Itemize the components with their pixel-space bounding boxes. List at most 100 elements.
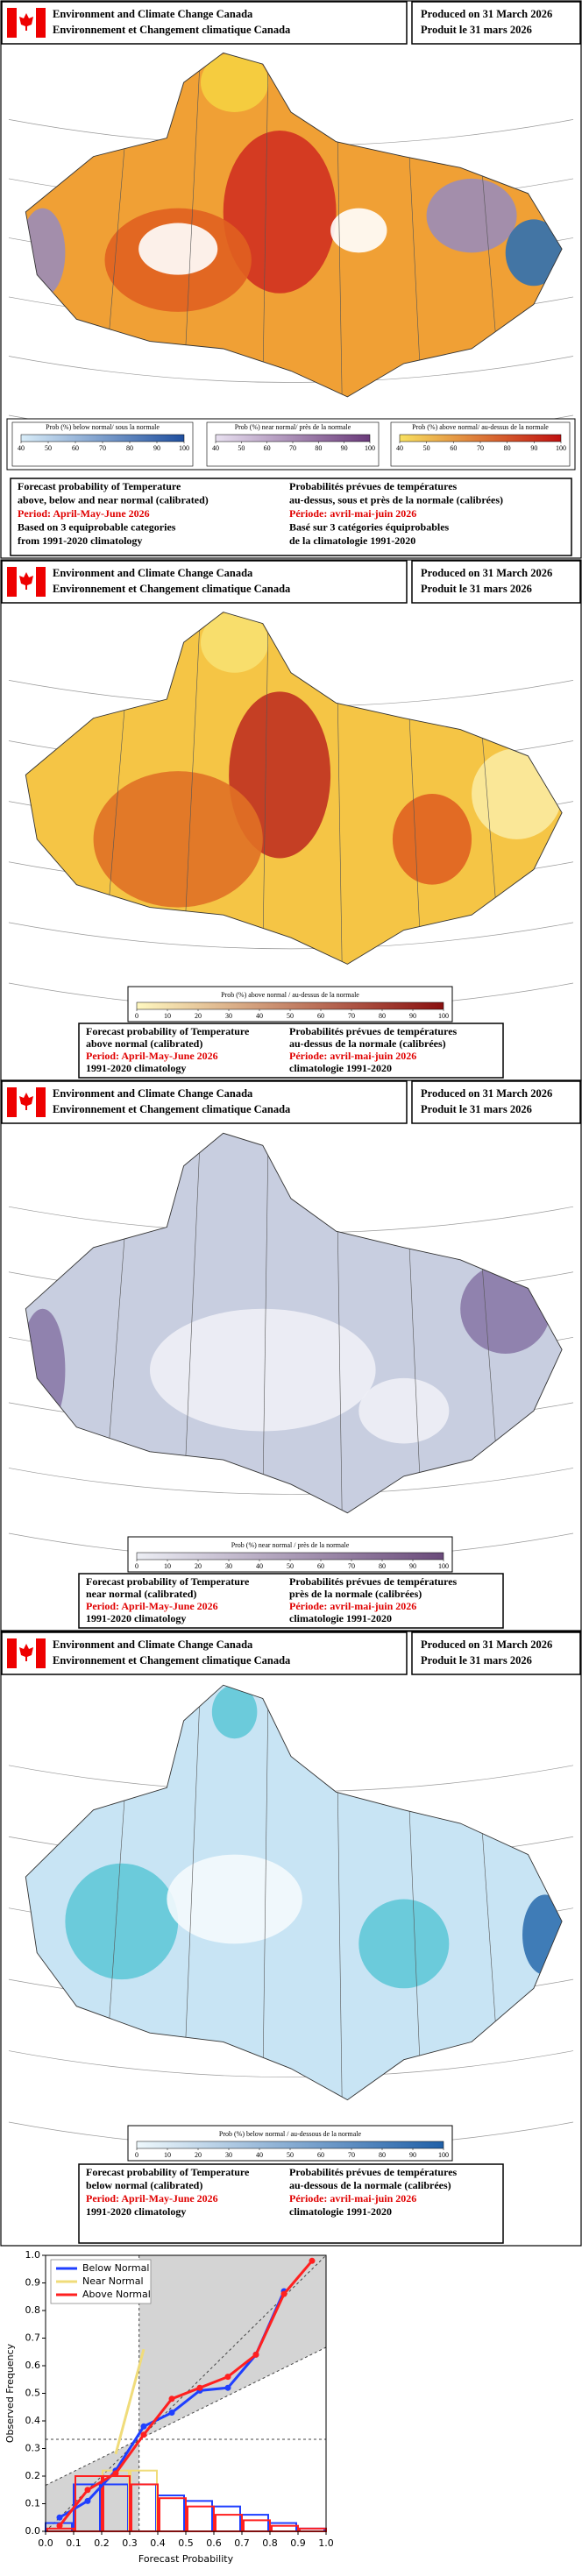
probability-region: [460, 1263, 551, 1354]
probability-region: [138, 223, 218, 275]
probability-region: [25, 208, 66, 297]
header-right-box: [411, 1631, 581, 1675]
y-tick-label: 1.0: [25, 2249, 41, 2261]
colorbar-tick-label: 40: [256, 1012, 263, 1020]
colorbar-tick-label: 90: [409, 1562, 416, 1570]
map: [8, 612, 574, 1010]
colorbar-tick-label: 100: [365, 444, 375, 452]
probability-region: [358, 1899, 450, 1989]
forecast-panel: Environment and Climate Change Canada Env…: [0, 559, 582, 1081]
probability-region: [472, 748, 563, 839]
probability-region: [392, 794, 472, 885]
reliability-point: [56, 2514, 63, 2521]
y-tick-label: 0.9: [25, 2277, 41, 2289]
x-tick-label: 1.0: [318, 2537, 334, 2549]
colorbar-tick-label: 80: [315, 444, 322, 452]
footer-text: au-dessus de la normale (calibrées): [289, 1037, 446, 1050]
produced-fr: Produit le 31 mars 2026: [421, 24, 532, 36]
legend-label: Near Normal: [82, 2275, 144, 2287]
colorbar-tick-label: 20: [195, 2151, 202, 2159]
produced-en: Produced on 31 March 2026: [421, 567, 552, 579]
footer-text: Forecast probability of Temperature: [18, 480, 181, 492]
legend-label: Below Normal: [82, 2262, 149, 2274]
panel-frame: [0, 0, 582, 559]
legend-box: [11, 421, 194, 467]
colorbar-tick-label: 80: [379, 2151, 386, 2159]
probability-region: [167, 1854, 302, 1944]
panel-frame: [0, 1079, 582, 1631]
colorbar-tick-label: 70: [99, 444, 106, 452]
probability-region: [522, 1894, 563, 1976]
legend-title: Prob (%) near normal / près de la normal…: [231, 1541, 350, 1549]
footer-text: au-dessous de la normale (calibrées): [289, 2179, 451, 2191]
forecast-panel: Environment and Climate Change Canada Env…: [0, 1079, 582, 1631]
produced-en: Produced on 31 March 2026: [421, 1087, 552, 1100]
colorbar-tick-label: 40: [256, 1562, 263, 1570]
header-right-box: [411, 1, 581, 45]
y-tick-label: 0.4: [25, 2415, 41, 2426]
coastline: [25, 1684, 563, 2101]
footer-text: 1991-2020 climatology: [86, 2205, 186, 2218]
colorbar-tick-label: 40: [18, 444, 25, 452]
legend-box: [390, 421, 571, 467]
probability-region: [200, 612, 269, 673]
agency-en: Environment and Climate Change Canada: [53, 567, 253, 579]
colorbar-tick-label: 60: [317, 2151, 324, 2159]
colorbar-tick-label: 30: [225, 1012, 232, 1020]
produced-en: Produced on 31 March 2026: [421, 8, 552, 20]
footer-text: Forecast probability of Temperature: [86, 2166, 250, 2178]
footer-text: Période: avril-mai-juin 2026: [289, 507, 416, 520]
footer-text: Basé sur 3 catégories équiprobables: [289, 520, 450, 533]
probability-region: [93, 771, 263, 908]
legend-title: Prob (%) near normal/ près de la normale: [235, 423, 351, 431]
forecast-panel: Environment and Climate Change Canada Env…: [0, 0, 582, 559]
province-boundary: [261, 53, 269, 397]
probability-region: [330, 208, 387, 253]
footer-text: au-dessus, sous et près de la normale (c…: [289, 493, 503, 506]
coastline: [25, 52, 563, 398]
x-tick-label: 0.7: [234, 2537, 250, 2549]
colorbar: [215, 434, 371, 442]
x-tick-label: 0.4: [150, 2537, 166, 2549]
legend-box: [206, 421, 380, 467]
probability-region: [426, 178, 517, 253]
legend-title: Prob (%) above normal/ au-dessus de la n…: [412, 423, 549, 431]
maple-leaf: [19, 13, 33, 31]
colorbar-tick-label: 30: [225, 2151, 232, 2159]
produced-en: Produced on 31 March 2026: [421, 1638, 552, 1651]
footer-text: Probabilités prévues de températures: [289, 480, 458, 492]
probability-region: [211, 1685, 258, 1739]
province-boundary: [261, 1133, 269, 1513]
header-left-box: [1, 1, 408, 45]
x-tick-label: 0.9: [290, 2537, 306, 2549]
footer-box: [78, 2163, 504, 2244]
colorbar-tick-label: 40: [212, 444, 219, 452]
colorbar-tick-label: 70: [477, 444, 484, 452]
footer-text: Period: April-May-June 2026: [18, 507, 150, 520]
legend-title: Prob (%) above normal / au-dessus de la …: [221, 991, 359, 999]
reliability-point: [224, 2384, 231, 2391]
reliability-point: [196, 2384, 203, 2391]
y-tick-label: 0.3: [25, 2443, 41, 2454]
probability-region: [149, 1308, 376, 1432]
colorbar: [20, 434, 185, 442]
footer-text: above normal (calibrated): [86, 1037, 202, 1050]
colorbar-tick-label: 60: [317, 1012, 324, 1020]
agency-en: Environment and Climate Change Canada: [53, 1638, 253, 1651]
flag-bar: [7, 8, 17, 38]
colorbar-tick-label: 80: [379, 1562, 386, 1570]
footer-text: 1991-2020 climatology: [86, 1062, 186, 1074]
y-tick-label: 0.0: [25, 2525, 41, 2537]
map: [8, 52, 574, 442]
x-tick-label: 0.0: [38, 2537, 53, 2549]
graticule: [8, 2050, 574, 2077]
footer-text: de la climatologie 1991-2020: [289, 534, 415, 547]
y-tick-label: 0.1: [25, 2498, 41, 2509]
y-tick-label: 0.8: [25, 2304, 41, 2316]
reliability-point: [280, 2290, 287, 2297]
footer-text: Période: avril-mai-juin 2026: [289, 2192, 416, 2204]
colorbar-tick-label: 100: [438, 2151, 449, 2159]
forecast-panel: Environment and Climate Change Canada Env…: [0, 1631, 582, 2247]
colorbar-tick-label: 70: [348, 2151, 355, 2159]
